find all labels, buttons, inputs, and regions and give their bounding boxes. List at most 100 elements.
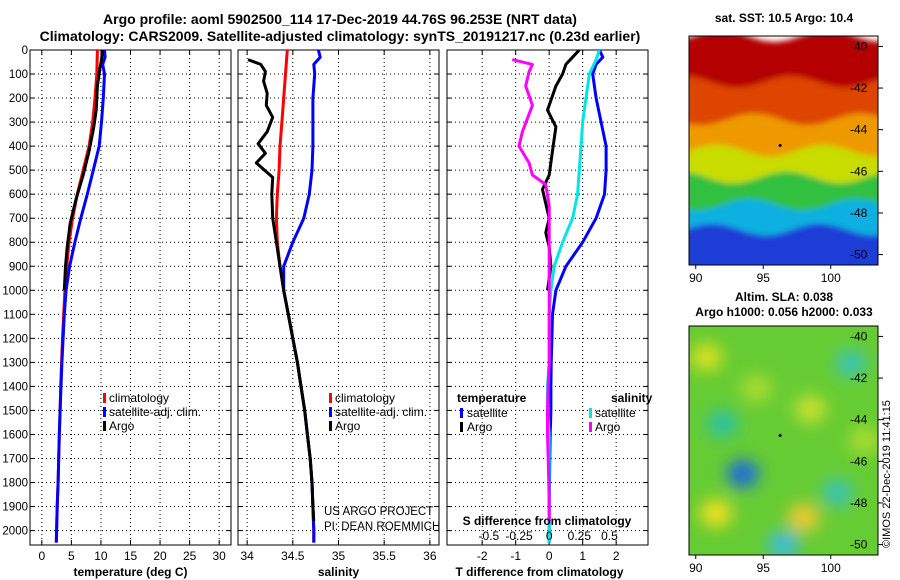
secondary-tick-label: -0.5 xyxy=(479,529,500,543)
y-tick-label: 900 xyxy=(9,261,28,273)
lat-tick-label: -42 xyxy=(850,371,868,385)
secondary-tick-label: 0.25 xyxy=(568,529,592,543)
legend-swatch xyxy=(460,422,463,432)
lon-tick-label: 100 xyxy=(821,561,841,575)
x-axis-label: temperature (deg C) xyxy=(73,565,187,579)
legend-label: satellite-adj. clim. xyxy=(335,405,427,419)
x-tick-label: 34 xyxy=(240,549,254,563)
lat-tick-label: -48 xyxy=(850,496,868,510)
secondary-axis-label: S difference from climatology xyxy=(463,514,632,528)
x-axis-label: T difference from climatology xyxy=(455,565,623,579)
legend-label: Argo xyxy=(335,419,361,433)
y-tick-label: 1400 xyxy=(2,381,28,393)
map-image xyxy=(689,326,878,555)
y-tick-label: 100 xyxy=(9,69,28,81)
y-tick-label: 1000 xyxy=(2,285,28,297)
legend-swatch xyxy=(460,408,463,418)
x-tick-label: 36 xyxy=(423,549,437,563)
legend-swatch xyxy=(103,407,106,417)
lat-tick-label: -50 xyxy=(850,538,868,552)
legend-label: Argo xyxy=(595,420,621,434)
legend-label: climatology xyxy=(109,391,169,405)
sla-map-subtitle: Argo h1000: 0.056 h2000: 0.033 xyxy=(695,305,873,319)
legend-swatch xyxy=(329,407,332,417)
y-tick-label: 0 xyxy=(22,45,28,57)
series-line-climatology xyxy=(274,50,316,543)
series-group xyxy=(54,50,107,543)
lat-tick-label: -42 xyxy=(850,81,868,95)
salinity-profile-panel: 34 34.5 35 35.5 36 salinity climatologysatelli… xyxy=(237,49,440,579)
y-tick-label: 1800 xyxy=(2,478,28,490)
y-tick-label: 800 xyxy=(9,237,28,249)
legend-swatch xyxy=(589,408,592,418)
lat-tick-label: -46 xyxy=(850,164,868,178)
difference-profile-panel: -2 -1 0 1 2 T difference from climatology temp… xyxy=(446,49,653,579)
sst-map-panel: -40 -42 -44 -46 -48 -50 90 95 100 xyxy=(688,35,883,285)
map-blob xyxy=(700,499,732,528)
map-blob xyxy=(848,426,878,455)
map-blob xyxy=(727,459,759,488)
imos-credit: ©IMOS 22-Dec-2019 11:41:15 xyxy=(881,400,893,548)
x-axis-label: salinity xyxy=(318,565,360,579)
x-tick-label: 0 xyxy=(546,549,553,563)
y-tick-label: 2000 xyxy=(2,526,28,538)
legend-label: climatology xyxy=(335,391,395,405)
map-bands xyxy=(689,36,878,265)
y-tick-label: 500 xyxy=(9,165,28,177)
series-line-climatology xyxy=(54,50,99,543)
x-tick-label: 1 xyxy=(579,549,586,563)
map-blob xyxy=(740,374,773,403)
map-band xyxy=(689,223,878,265)
x-tick-label: 2 xyxy=(613,549,620,563)
x-tick-label: -1 xyxy=(510,549,521,563)
lon-tick-label: 90 xyxy=(689,271,703,285)
figure-subtitle: Climatology: CARS2009. Satellite-adjuste… xyxy=(40,28,641,44)
legend-group-title: temperature xyxy=(457,391,527,405)
series-group xyxy=(511,50,608,543)
legend-group-title: salinity xyxy=(611,391,653,405)
series-line-satellite-adj-clim- xyxy=(282,50,322,543)
y-tick-label: 1700 xyxy=(2,453,28,465)
legend-label: Argo xyxy=(467,420,493,434)
lon-tick-label: 100 xyxy=(821,271,841,285)
pi-annotation: PI: DEAN ROEMMICH xyxy=(324,521,440,533)
legend-swatch xyxy=(589,422,592,432)
legend-label: satellite xyxy=(595,406,636,420)
axes-frame xyxy=(446,49,649,546)
x-tick-label: 5 xyxy=(68,549,75,563)
x-tick-label: 15 xyxy=(124,549,138,563)
series-line-argo xyxy=(62,50,105,291)
y-tick-label: 600 xyxy=(9,189,28,201)
y-tick-label: 1300 xyxy=(2,357,28,369)
y-tick-label: 1600 xyxy=(2,429,28,441)
series-line-satellite-adj-clim- xyxy=(54,50,107,543)
y-tick-label: 700 xyxy=(9,213,28,225)
lat-tick-label: -46 xyxy=(850,454,868,468)
secondary-tick-label: -0.25 xyxy=(505,529,533,543)
map-frame xyxy=(688,35,879,266)
map-blob xyxy=(794,395,827,424)
lat-tick-label: -40 xyxy=(850,329,868,343)
map-blob xyxy=(835,349,867,378)
x-tick-label: 10 xyxy=(94,549,108,563)
y-tick-label: 300 xyxy=(9,117,28,129)
sla-map-title: Altim. SLA: 0.038 xyxy=(735,290,833,304)
x-tick-label: 34.5 xyxy=(281,549,305,563)
y-tick-label: 1900 xyxy=(2,502,28,514)
series-line-argo xyxy=(247,58,316,522)
legend-swatch xyxy=(103,393,106,403)
legend-swatch xyxy=(329,393,332,403)
figure-title: Argo profile: aoml 5902500_114 17-Dec-20… xyxy=(103,11,577,27)
lat-tick-label: -40 xyxy=(850,39,868,53)
map-blob xyxy=(767,530,800,555)
project-annotation: US ARGO PROJECT xyxy=(324,506,433,518)
legend-swatch xyxy=(103,421,106,431)
map-frame xyxy=(688,325,879,556)
lat-tick-label: -50 xyxy=(850,248,868,262)
lon-tick-label: 95 xyxy=(757,271,771,285)
secondary-tick-label: 0.5 xyxy=(601,529,618,543)
y-tick-label: 1100 xyxy=(3,309,28,321)
x-tick-label: 35 xyxy=(332,549,346,563)
legend-swatch xyxy=(329,421,332,431)
